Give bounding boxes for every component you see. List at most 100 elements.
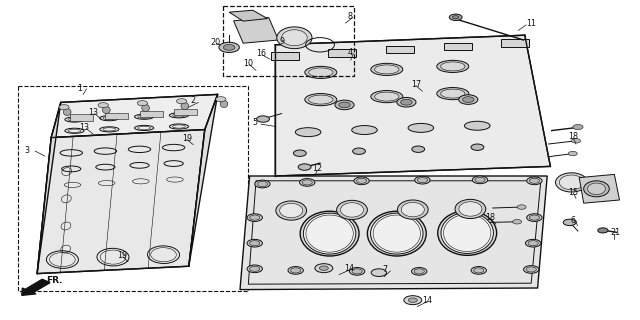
Text: 5: 5	[253, 118, 258, 127]
Ellipse shape	[584, 181, 609, 197]
Circle shape	[257, 116, 269, 122]
Bar	[271, 52, 299, 60]
Ellipse shape	[277, 27, 312, 49]
Bar	[444, 43, 472, 50]
Circle shape	[397, 97, 416, 107]
Bar	[70, 114, 93, 121]
Circle shape	[354, 177, 369, 185]
Text: 13: 13	[79, 123, 90, 132]
Ellipse shape	[371, 213, 423, 254]
Text: 16: 16	[256, 49, 266, 58]
Circle shape	[414, 269, 424, 274]
Text: 6: 6	[571, 216, 576, 225]
Circle shape	[513, 220, 522, 224]
Ellipse shape	[374, 65, 399, 74]
Ellipse shape	[276, 201, 307, 220]
Text: 14: 14	[344, 264, 355, 273]
Ellipse shape	[436, 60, 468, 73]
Ellipse shape	[440, 89, 465, 98]
Polygon shape	[229, 10, 268, 21]
Circle shape	[404, 296, 422, 305]
Text: 7: 7	[383, 265, 388, 274]
Ellipse shape	[441, 212, 493, 253]
Circle shape	[216, 97, 226, 102]
Circle shape	[452, 16, 459, 19]
Circle shape	[526, 267, 536, 272]
Ellipse shape	[374, 92, 399, 101]
Ellipse shape	[436, 87, 468, 100]
Circle shape	[291, 268, 301, 273]
Text: 3: 3	[24, 146, 29, 155]
Ellipse shape	[337, 200, 367, 220]
Circle shape	[250, 241, 260, 246]
Circle shape	[371, 269, 387, 276]
Circle shape	[563, 219, 576, 226]
Ellipse shape	[308, 68, 333, 77]
Text: 10: 10	[243, 59, 253, 68]
Circle shape	[471, 267, 486, 274]
Ellipse shape	[220, 100, 228, 108]
Ellipse shape	[440, 62, 465, 71]
Ellipse shape	[303, 213, 356, 254]
Circle shape	[98, 103, 108, 108]
Circle shape	[598, 228, 608, 233]
Ellipse shape	[63, 108, 71, 116]
Ellipse shape	[280, 204, 303, 218]
Ellipse shape	[371, 63, 403, 76]
Circle shape	[529, 215, 540, 220]
Text: 19: 19	[117, 251, 127, 260]
Ellipse shape	[340, 203, 364, 217]
Ellipse shape	[102, 107, 110, 114]
Ellipse shape	[295, 128, 321, 137]
Circle shape	[247, 265, 262, 273]
Circle shape	[475, 177, 485, 182]
Ellipse shape	[352, 125, 378, 134]
Circle shape	[302, 180, 312, 185]
Text: 17: 17	[411, 80, 421, 89]
Circle shape	[525, 239, 541, 247]
Bar	[18, 86, 248, 291]
Circle shape	[335, 100, 354, 110]
Text: 4: 4	[348, 48, 353, 57]
Ellipse shape	[308, 95, 333, 104]
Circle shape	[408, 298, 417, 302]
Circle shape	[298, 164, 311, 170]
Ellipse shape	[367, 211, 426, 256]
Circle shape	[247, 214, 262, 221]
Circle shape	[527, 177, 542, 185]
Polygon shape	[234, 18, 278, 43]
Polygon shape	[37, 130, 205, 274]
Circle shape	[250, 266, 260, 271]
Circle shape	[356, 178, 367, 183]
Circle shape	[517, 205, 526, 209]
Bar	[501, 39, 529, 47]
Bar	[328, 49, 356, 57]
Text: 8: 8	[348, 12, 353, 21]
Ellipse shape	[559, 175, 584, 190]
Circle shape	[250, 215, 260, 220]
FancyArrow shape	[22, 279, 50, 295]
Circle shape	[353, 148, 365, 155]
Circle shape	[294, 150, 307, 156]
Ellipse shape	[408, 124, 434, 132]
Text: 15: 15	[568, 188, 579, 196]
Circle shape	[572, 139, 580, 143]
Circle shape	[138, 101, 148, 106]
Polygon shape	[51, 94, 218, 138]
Bar	[223, 6, 354, 76]
Circle shape	[352, 269, 362, 274]
Bar	[386, 46, 414, 53]
Ellipse shape	[459, 202, 482, 216]
Circle shape	[223, 44, 235, 50]
Text: 1: 1	[77, 84, 82, 93]
Ellipse shape	[588, 183, 605, 195]
Text: 11: 11	[526, 19, 536, 28]
Circle shape	[573, 124, 583, 130]
Circle shape	[527, 214, 542, 221]
Circle shape	[401, 100, 412, 105]
Circle shape	[474, 268, 484, 273]
Circle shape	[315, 264, 333, 273]
Ellipse shape	[181, 102, 189, 109]
Bar	[175, 109, 198, 116]
Text: 9: 9	[279, 37, 284, 46]
